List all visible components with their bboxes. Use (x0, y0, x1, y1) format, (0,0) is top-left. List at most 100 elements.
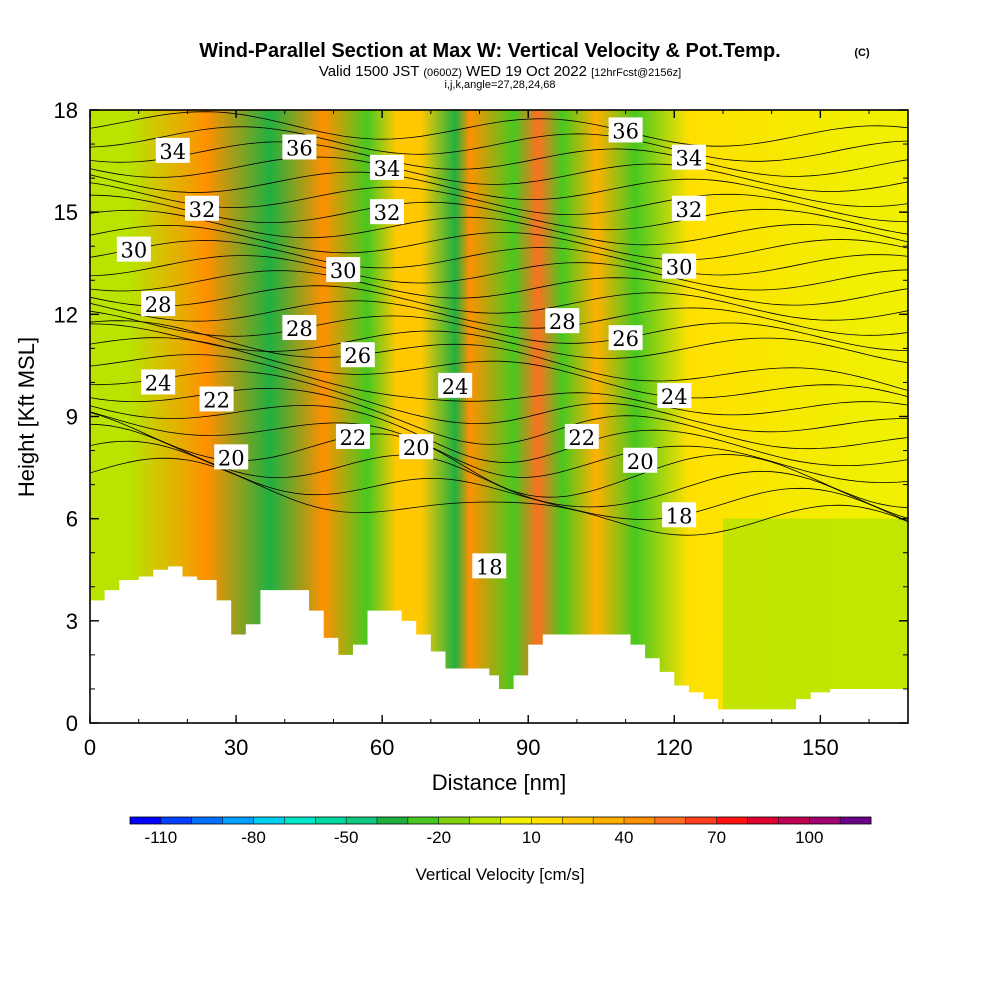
theta-contours (90, 111, 908, 536)
colorbar-swatch (222, 817, 254, 824)
svg-text:28: 28 (549, 310, 576, 334)
chart-title-suffix: (C) (854, 47, 870, 59)
theta-contour-line (90, 255, 908, 291)
theta-contour-label: 20 (399, 434, 434, 460)
theta-contour-line (90, 354, 908, 416)
colorbar-swatch (531, 817, 563, 824)
svg-text:36: 36 (286, 136, 313, 160)
theta-contour-label: 24 (657, 383, 692, 409)
subtitle-forecast: [12hrFcst@2156z] (591, 67, 681, 79)
theta-contour-label: 20 (623, 447, 658, 474)
colorbar-tick-label: 70 (707, 828, 726, 847)
theta-contour-line (90, 411, 908, 483)
svg-text:36: 36 (612, 119, 639, 143)
svg-text:30: 30 (666, 256, 693, 280)
x-tick-label: 150 (802, 735, 839, 760)
svg-text:30: 30 (330, 259, 357, 283)
colorbar-tick-label: -80 (241, 828, 266, 847)
theta-contour-line (90, 320, 908, 391)
colorbar-swatch (778, 817, 810, 824)
colorbar-swatch (593, 817, 625, 824)
colorbar-tick-label: 40 (615, 828, 634, 847)
svg-text:32: 32 (374, 201, 401, 225)
svg-text:32: 32 (189, 198, 216, 222)
y-tick-label: 18 (54, 98, 78, 123)
theta-contour-line (90, 300, 908, 336)
theta-contour-label: 22 (564, 423, 599, 450)
colorbar: -110 -80 -50 -20 10 40 70 100 (129, 816, 872, 847)
theta-contour-line (90, 111, 908, 147)
colorbar-tick-label: -50 (334, 828, 359, 847)
svg-text:24: 24 (145, 371, 172, 395)
x-tick-label: 120 (656, 735, 693, 760)
svg-text:28: 28 (286, 317, 313, 341)
theta-contour-line (90, 285, 908, 321)
svg-text:26: 26 (344, 344, 371, 368)
theta-contour-label: 18 (662, 502, 697, 528)
colorbar-swatch (253, 817, 285, 824)
colorbar-swatch (809, 817, 841, 824)
svg-text:20: 20 (627, 450, 654, 474)
theta-contour-line (90, 194, 908, 235)
theta-contour-line (90, 141, 908, 177)
theta-contour-label: 32 (370, 199, 405, 225)
theta-contour-label: 36 (282, 134, 317, 160)
theta-contour-line (90, 182, 908, 223)
theta-contour-line (90, 270, 908, 306)
svg-text:22: 22 (340, 426, 367, 450)
theta-contour-label: 20 (214, 444, 249, 470)
svg-text:32: 32 (676, 198, 703, 222)
y-axis-label: Height [Kft MSL] (14, 337, 39, 497)
svg-text:20: 20 (403, 436, 430, 460)
svg-text:18: 18 (476, 555, 503, 579)
theta-contour-line (90, 440, 908, 522)
colorbar-swatch (654, 817, 687, 824)
colorbar-swatch (469, 817, 501, 824)
terrain (90, 566, 908, 723)
svg-text:34: 34 (159, 140, 186, 164)
subtitle-valid: Valid 1500 JST (319, 63, 419, 80)
svg-text:30: 30 (120, 239, 147, 263)
x-tick-label: 60 (370, 735, 394, 760)
y-tick-label: 15 (54, 200, 78, 225)
chart-title: Wind-Parallel Section at Max W: Vertical… (199, 40, 780, 62)
x-axis: 0 30 60 90 120 150 (84, 110, 870, 760)
y-tick-label: 9 (66, 405, 78, 430)
y-tick-label: 0 (66, 711, 78, 736)
svg-text:28: 28 (145, 293, 172, 317)
x-tick-label: 90 (516, 735, 540, 760)
theta-contour-line (90, 404, 908, 467)
theta-contour-line (90, 224, 908, 261)
theta-contour-labels: 36 36 34 34 34 32 32 32 30 30 30 28 28 28 26 26 24 24 24 22… (116, 117, 706, 579)
theta-contour-label: 24 (438, 372, 473, 399)
grid-indices: i,j,k,angle=27,28,24,68 (444, 79, 555, 91)
y-tick-label: 12 (54, 302, 78, 327)
theta-contour-label: 30 (116, 236, 151, 263)
colorbar-swatch (562, 817, 594, 824)
colorbar-swatch (315, 817, 347, 824)
svg-text:24: 24 (442, 375, 469, 399)
colorbar-swatch (407, 817, 440, 824)
colorbar-tick-label: -20 (426, 828, 451, 847)
colorbar-swatch (500, 817, 532, 824)
svg-text:34: 34 (374, 157, 401, 181)
svg-text:26: 26 (612, 327, 639, 351)
theta-contour-label: 28 (545, 308, 580, 334)
plot-area: 36 36 34 34 34 32 32 32 30 30 30 28 28 28 26 26 24 24 24 22… (90, 110, 908, 723)
colorbar-swatch (160, 817, 193, 824)
colorbar-swatch (685, 817, 717, 824)
svg-text:22: 22 (568, 426, 595, 450)
chart-subtitle: Valid 1500 JST (0600Z) WED 19 Oct 2022 [… (319, 63, 681, 80)
svg-text:20: 20 (218, 446, 245, 470)
theta-contour-label: 34 (671, 144, 706, 171)
y-tick-label: 6 (66, 507, 78, 532)
colorbar-swatch (747, 817, 779, 824)
theta-contour-line (90, 310, 908, 351)
colorbar-swatch (284, 817, 316, 824)
theta-contour-line (90, 457, 908, 536)
theta-contour-label: 34 (370, 154, 405, 181)
colorbar-tick-label: -110 (144, 828, 177, 847)
colorbar-tick-label: 100 (795, 828, 823, 847)
theta-contour-line (90, 156, 908, 192)
